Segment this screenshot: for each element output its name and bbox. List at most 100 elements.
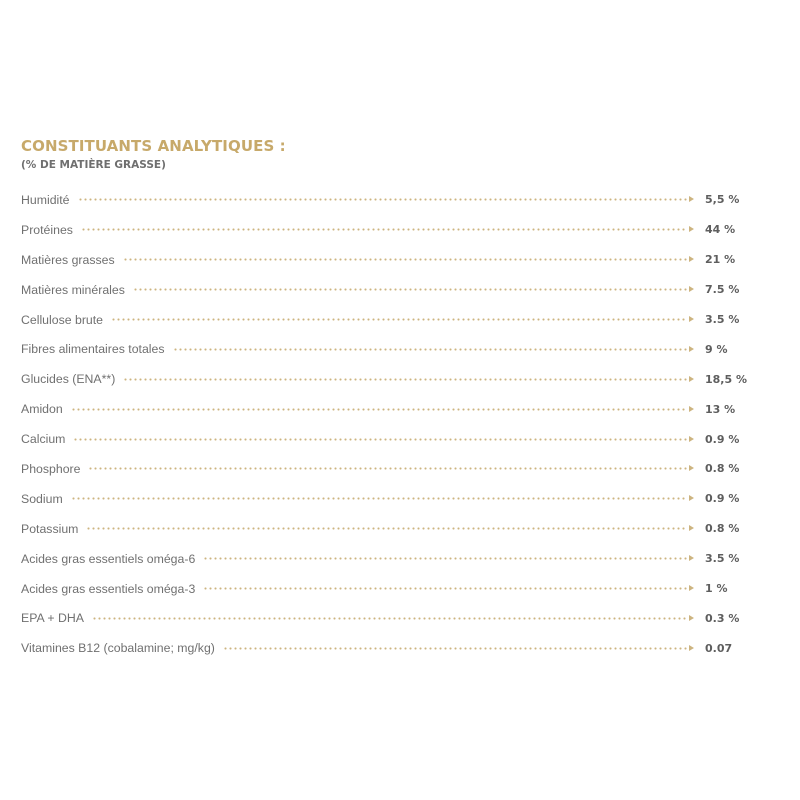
leader-dots bbox=[132, 288, 687, 292]
arrow-right-icon bbox=[689, 644, 694, 651]
constituent-label: Humidité bbox=[21, 192, 70, 207]
constituent-label: Matières minérales bbox=[21, 282, 125, 297]
constituent-value: 3.5 % bbox=[705, 313, 740, 326]
constituent-label: Matières grasses bbox=[21, 252, 115, 267]
constituent-value: 0.3 % bbox=[705, 611, 740, 625]
leader-dots bbox=[77, 198, 687, 202]
leader-dots bbox=[222, 646, 687, 650]
arrow-right-icon bbox=[689, 614, 694, 621]
arrow-right-icon bbox=[689, 405, 694, 412]
constituent-label: Acides gras essentiels oméga-6 bbox=[21, 551, 196, 566]
arrow-right-icon bbox=[689, 585, 694, 592]
section-subtitle: (% DE MATIÈRE GRASSE) bbox=[21, 159, 166, 171]
constituent-label: Amidon bbox=[21, 402, 63, 417]
constituent-value: 7.5 % bbox=[705, 283, 740, 297]
constituent-row: Calcium 0.9 % bbox=[21, 424, 751, 454]
arrow-right-icon bbox=[689, 196, 694, 203]
constituent-label: Cellulose brute bbox=[21, 312, 104, 327]
constituent-value: 18,5 % bbox=[705, 372, 747, 386]
leader-dots bbox=[172, 347, 687, 351]
arrow-right-icon bbox=[689, 375, 694, 382]
dotted-leader bbox=[92, 614, 695, 621]
constituent-row: Potassium 0.8 % bbox=[21, 514, 751, 544]
arrow-right-icon bbox=[689, 286, 694, 293]
arrow-right-icon bbox=[689, 316, 694, 322]
leader-dots bbox=[92, 616, 687, 620]
leader-dots bbox=[80, 228, 687, 232]
leader-dots bbox=[88, 467, 687, 471]
dotted-leader bbox=[111, 316, 695, 322]
constituent-value: 0.9 % bbox=[705, 432, 740, 446]
constituent-label: Potassium bbox=[21, 521, 79, 536]
arrow-right-icon bbox=[689, 345, 694, 352]
dotted-leader bbox=[88, 465, 695, 472]
constituent-label: Protéines bbox=[21, 222, 73, 237]
constituent-value: 0.07 bbox=[705, 641, 733, 655]
constituent-row: Glucides (ENA**) 18,5 % bbox=[21, 364, 751, 394]
constituent-row: Phosphore 0.8 % bbox=[21, 454, 751, 484]
dotted-leader bbox=[77, 196, 695, 203]
arrow-right-icon bbox=[689, 465, 694, 472]
leader-dots bbox=[122, 258, 687, 262]
constituent-row: Vitamines B12 (cobalamine; mg/kg) 0.07 bbox=[21, 633, 751, 663]
constituent-row: Humidité 5,5 % bbox=[21, 185, 751, 215]
leader-dots bbox=[70, 407, 687, 411]
constituent-label: Acides gras essentiels oméga-3 bbox=[21, 581, 196, 596]
constituent-row: Matières grasses 21 % bbox=[21, 245, 751, 275]
constituent-row: EPA + DHA 0.3 % bbox=[21, 603, 751, 633]
dotted-leader bbox=[203, 585, 695, 592]
constituent-label: Calcium bbox=[21, 432, 66, 447]
dotted-leader bbox=[122, 256, 695, 263]
constituent-value: 44 % bbox=[705, 223, 736, 237]
leader-dots bbox=[70, 497, 687, 501]
constituent-row: Matières minérales 7.5 % bbox=[21, 275, 751, 305]
section-title: CONSTITUANTS ANALYTIQUES : bbox=[21, 137, 286, 155]
analytical-constituents-section: CONSTITUANTS ANALYTIQUES : (% DE MATIÈRE… bbox=[21, 137, 751, 655]
constituents-list: Humidité 5,5 % Protéines 44 % Matières g… bbox=[21, 185, 751, 663]
dotted-leader bbox=[203, 555, 695, 562]
leader-dots bbox=[111, 318, 687, 321]
constituent-label: Sodium bbox=[21, 491, 63, 506]
constituent-value: 0.8 % bbox=[705, 462, 740, 476]
constituent-row: Acides gras essentiels oméga-3 1 % bbox=[21, 574, 751, 604]
constituent-value: 0.8 % bbox=[705, 522, 740, 536]
leader-dots bbox=[123, 377, 687, 381]
constituent-value: 21 % bbox=[705, 253, 736, 267]
constituent-row: Protéines 44 % bbox=[21, 215, 751, 245]
constituent-row: Sodium 0.9 % bbox=[21, 484, 751, 514]
arrow-right-icon bbox=[689, 256, 694, 263]
constituent-value: 3.5 % bbox=[705, 552, 740, 566]
dotted-leader bbox=[132, 286, 695, 293]
constituent-label: Fibres alimentaires totales bbox=[21, 342, 165, 357]
leader-dots bbox=[203, 557, 687, 561]
arrow-right-icon bbox=[689, 495, 694, 502]
constituent-row: Cellulose brute 3.5 % bbox=[21, 305, 751, 335]
dotted-leader bbox=[73, 435, 695, 442]
arrow-right-icon bbox=[689, 525, 694, 532]
dotted-leader bbox=[70, 495, 695, 502]
arrow-right-icon bbox=[689, 226, 694, 233]
leader-dots bbox=[73, 437, 687, 441]
dotted-leader bbox=[80, 226, 695, 233]
constituent-row: Fibres alimentaires totales 9 % bbox=[21, 334, 751, 364]
constituent-label: Phosphore bbox=[21, 461, 81, 476]
constituent-value: 0.9 % bbox=[705, 492, 740, 506]
dotted-leader bbox=[70, 405, 695, 412]
arrow-right-icon bbox=[689, 555, 694, 562]
leader-dots bbox=[203, 587, 687, 591]
dotted-leader bbox=[222, 644, 695, 651]
constituent-row: Amidon 13 % bbox=[21, 394, 751, 424]
dotted-leader bbox=[123, 375, 695, 382]
constituent-label: EPA + DHA bbox=[21, 611, 84, 626]
dotted-leader bbox=[172, 345, 695, 352]
constituent-value: 9 % bbox=[705, 342, 728, 356]
arrow-right-icon bbox=[689, 435, 694, 442]
leader-dots bbox=[86, 527, 687, 531]
constituent-label: Glucides (ENA**) bbox=[21, 372, 116, 387]
constituent-label: Vitamines B12 (cobalamine; mg/kg) bbox=[21, 641, 215, 656]
constituent-value: 13 % bbox=[705, 402, 736, 416]
constituent-row: Acides gras essentiels oméga-6 3.5 % bbox=[21, 544, 751, 574]
constituent-value: 1 % bbox=[705, 582, 728, 596]
dotted-leader bbox=[86, 525, 695, 532]
constituent-value: 5,5 % bbox=[705, 193, 740, 207]
